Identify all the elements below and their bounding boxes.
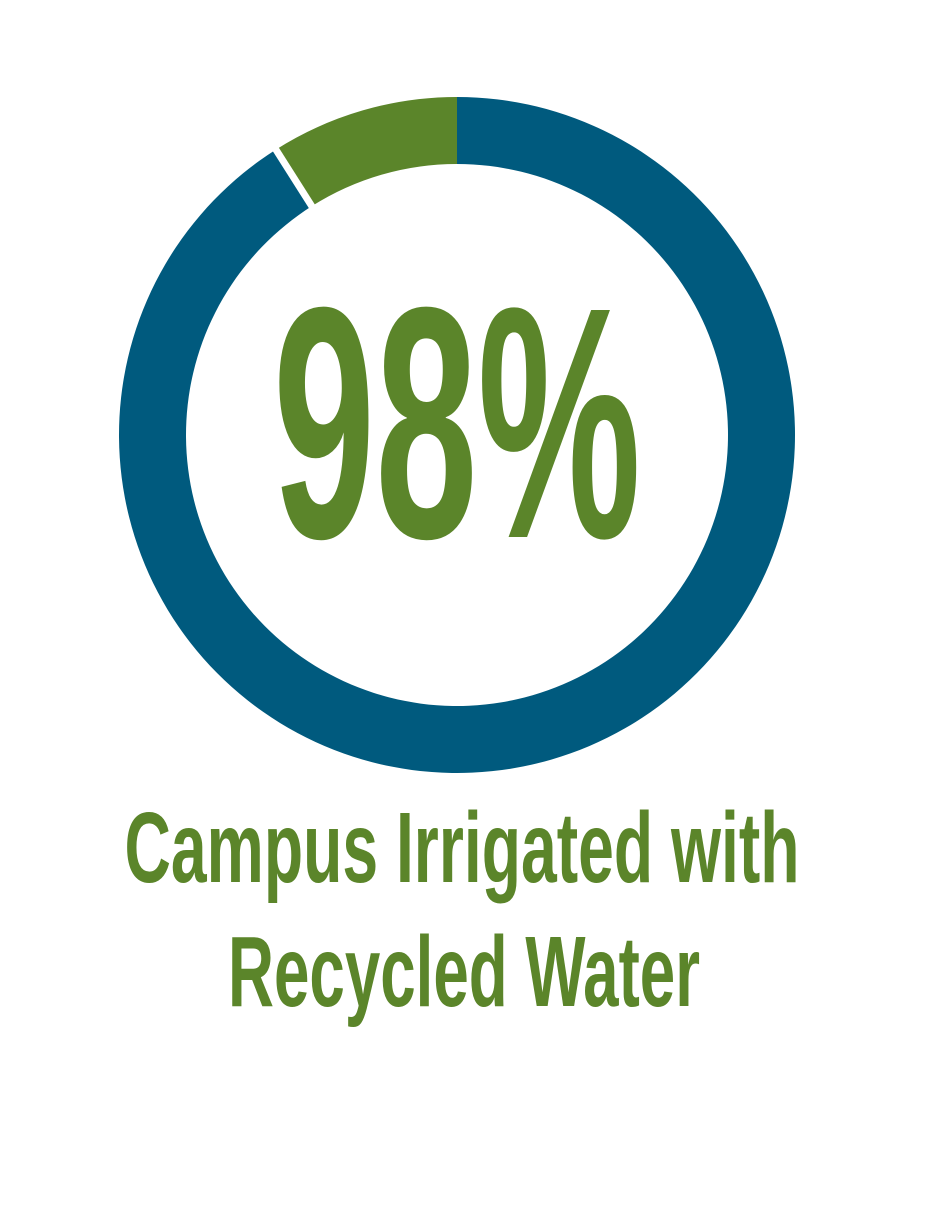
segment-gap — [271, 146, 316, 210]
donut-segment — [275, 97, 457, 207]
center-label: 98% — [273, 238, 641, 607]
title-line: Campus Irrigated with — [125, 792, 800, 904]
title-line: Recycled Water — [228, 916, 700, 1028]
